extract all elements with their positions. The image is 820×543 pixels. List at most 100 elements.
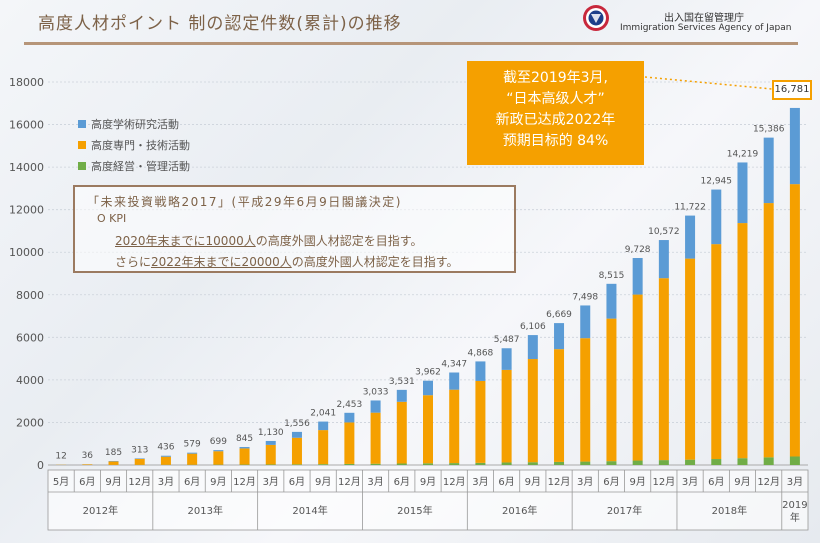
x-tick-label: 9月	[734, 476, 750, 488]
goal-2022-text: の高度外國人材認定を目指す。	[291, 255, 459, 269]
bar-segment	[108, 461, 119, 465]
x-tick-label: 3月	[682, 476, 698, 488]
legend-label-management: 高度経営・管理活動	[91, 160, 190, 173]
goal-2022-prefix: さらに	[115, 255, 152, 269]
bar-segment	[606, 461, 617, 465]
bar-segment	[606, 283, 617, 319]
callout-line-4: 预期目标的 84%	[502, 133, 609, 149]
y-tick-label: 14000	[9, 161, 44, 174]
bar-total-label: 3,033	[363, 387, 389, 397]
bar-total-label: 6,669	[546, 310, 572, 320]
bar-segment	[291, 437, 302, 465]
bar-segment	[449, 463, 460, 465]
bar-segment	[737, 162, 748, 224]
x-tick-label: 12月	[233, 476, 256, 488]
bar-total-label: 15,386	[753, 125, 785, 135]
bar-total-label: 4,347	[441, 360, 467, 370]
bar-segment	[160, 455, 171, 457]
bar-total-label: 1,130	[258, 428, 284, 438]
y-tick-label: 4000	[16, 374, 44, 387]
y-tick-label: 0	[37, 459, 44, 472]
bar-segment	[606, 318, 617, 462]
bar-segment	[291, 431, 302, 438]
y-axis-ticks: 0 2000 4000 6000 8000 10000 12000 14000 16000 180…	[9, 76, 44, 472]
bar-total-label: 4,868	[468, 348, 494, 358]
y-tick-label: 2000	[16, 416, 44, 429]
bar-segment	[160, 456, 171, 465]
y-tick-label: 18000	[9, 76, 44, 89]
bar-segment	[423, 463, 433, 465]
x-tick-label: 3月	[263, 476, 279, 488]
bar-segment	[501, 369, 512, 463]
goal-2022-highlight: 2022年末までに20000人	[151, 255, 292, 269]
bar-segment	[554, 323, 565, 350]
bar-total-label: 9,728	[625, 245, 651, 255]
bars	[56, 107, 800, 465]
bar-segment	[449, 389, 460, 464]
bar-segment	[737, 458, 748, 465]
bar-segment	[527, 359, 538, 463]
bar-segment	[82, 464, 93, 465]
x-year-label: 2015年	[397, 504, 432, 517]
agency-logo-icon	[583, 5, 609, 31]
bar-segment	[213, 451, 224, 465]
x-tick-label: 9月	[315, 476, 331, 488]
bar-segment	[475, 361, 486, 381]
bar-segment	[632, 258, 643, 295]
bar-segment	[658, 278, 669, 461]
legend-item-academic: 高度学術研究活動	[78, 116, 179, 132]
bar-segment	[685, 459, 696, 465]
x-axis: 5月 6月 9月 12月 3月 6月 9月 12月 3月 6月 9月 12月 3月 6月 9月 12月 3月 6月…	[47, 469, 809, 531]
bar-segment	[658, 460, 669, 465]
bar-total-label: 3,962	[415, 368, 441, 378]
bar-segment	[658, 240, 669, 279]
bar-segment	[318, 430, 329, 465]
bar-segment	[580, 461, 591, 465]
bar-total-label: 3,531	[389, 377, 415, 387]
callout-line-2: “日本高级人才”	[506, 91, 605, 107]
x-tick-label: 6月	[289, 476, 305, 488]
bar-segment	[527, 462, 538, 465]
bar-total-label: 6,106	[520, 322, 546, 332]
y-tick-label: 10000	[9, 246, 44, 259]
agency-name-ja: 出入国在留管理庁	[664, 13, 744, 24]
bar-segment	[527, 335, 538, 360]
bar-segment	[370, 400, 381, 413]
bar-total-label: 845	[236, 434, 253, 444]
bar-total-label: 699	[210, 437, 227, 447]
y-tick-label: 6000	[16, 331, 44, 344]
x-tick-label: 12月	[652, 476, 675, 488]
legend-swatch-professional	[78, 141, 86, 149]
x-tick-label: 12月	[128, 476, 151, 488]
bar-segment	[423, 380, 433, 396]
x-tick-label: 6月	[79, 476, 95, 488]
strategy-kpi: O KPI	[97, 212, 127, 225]
bar-segment	[580, 338, 591, 462]
x-tick-label: 6月	[184, 476, 200, 488]
bar-segment	[213, 450, 224, 452]
bar-segment	[580, 305, 591, 339]
bar-total-label: 2,041	[310, 409, 336, 419]
strategy-goal-2020: 2020年末までに10000人の高度外國人材認定を目指す。	[115, 232, 423, 249]
bar-segment	[265, 464, 276, 465]
bar-total-label: 14,219	[727, 149, 759, 159]
x-tick-label: 6月	[708, 476, 724, 488]
x-tick-label: 12月	[338, 476, 361, 488]
bar-segment	[475, 462, 486, 465]
bar-total-label: 12	[55, 452, 66, 462]
bar-segment	[711, 244, 722, 460]
bar-total-label: 579	[184, 440, 201, 450]
x-tick-label: 9月	[525, 476, 541, 488]
x-year-label: 2013年	[188, 504, 223, 517]
legend-label-academic: 高度学術研究活動	[91, 118, 179, 131]
callout-box: 截至2019年3月, “日本高级人才” 新政已达成2022年 预期目标的 84%	[467, 61, 644, 165]
data-labels: 12 36 185 313 436 579 699 845 1,1301,5562,0412,4…	[55, 125, 784, 462]
x-tick-label: 9月	[629, 476, 645, 488]
x-tick-label: 6月	[498, 476, 514, 488]
bar-segment	[763, 203, 774, 458]
page-title: 高度人材ポイント 制の認定件数(累計)の推移	[38, 14, 402, 34]
callout-line-3: 新政已达成2022年	[495, 112, 616, 128]
x-tick-label: 6月	[394, 476, 410, 488]
bar-total-label: 2,453	[336, 400, 362, 410]
